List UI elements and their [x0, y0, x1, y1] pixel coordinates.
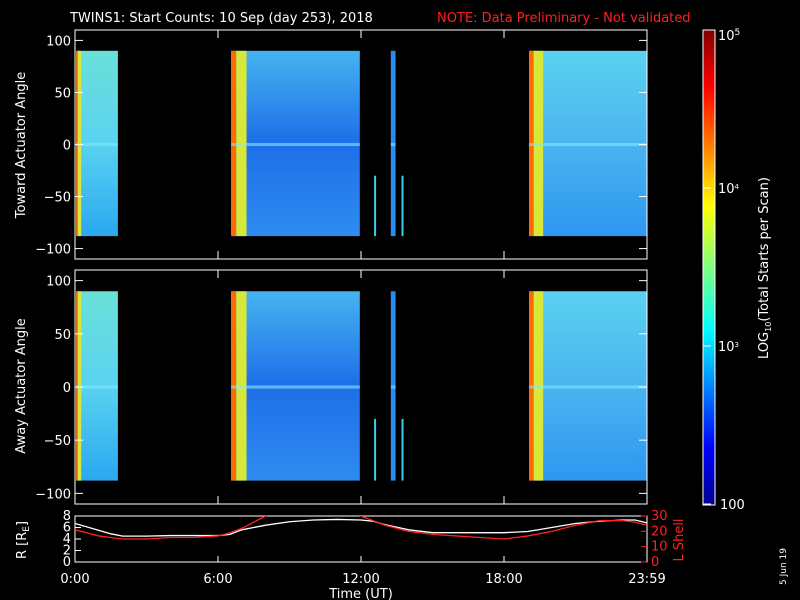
bottom-panel-frame: [74, 515, 648, 563]
colorbar-label-pre: LOG: [757, 332, 772, 359]
r-tick-label: 0: [63, 555, 71, 570]
heatmap-zero-band: [76, 385, 118, 389]
x-tick-label: 12:00: [342, 572, 379, 587]
heatmap-zero-band: [76, 142, 118, 147]
colorbar-label-sub: 10: [764, 322, 773, 332]
bottom-x-ticks: 0:00 6:00 12:00 18:00 23:59: [60, 556, 666, 587]
y-tick-label: −100: [35, 243, 71, 258]
colorbar-label-post: (Total Starts per Scan): [757, 177, 772, 322]
x-tick-label: 18:00: [485, 572, 522, 587]
r-tick-label: 2: [63, 544, 71, 559]
heatmap-zero-band: [390, 142, 396, 147]
colorbar-label: LOG10(Total Starts per Scan): [757, 177, 773, 359]
y-tick-label: −50: [44, 191, 71, 206]
colorbar-ticks: [703, 29, 711, 505]
middle-y-axis-label: Away Actuator Angle: [14, 318, 29, 453]
top-y-axis-label: Toward Actuator Angle: [14, 72, 29, 219]
top-panel: 100 50 0 −50 −100 Toward Actuator Angle: [14, 29, 648, 260]
heatmap-zero-band: [529, 385, 647, 389]
heatmap-spike: [374, 175, 377, 237]
colorbar-upper-exp: 4: [735, 183, 740, 191]
heatmap-zero-band: [231, 142, 360, 147]
r-tick-label: 6: [63, 521, 71, 536]
lshell-line: [75, 516, 647, 540]
r-axis-label-end: ]: [15, 521, 30, 526]
colorbar-lower-base: 10: [718, 340, 735, 355]
lshell-tick-label: 0: [651, 555, 659, 570]
r-axis-label: R [RE]: [15, 521, 32, 559]
y-tick-label: 50: [54, 86, 71, 101]
date-stamp: 5 Jun 19: [779, 548, 789, 585]
colorbar-top-base: 10: [718, 29, 735, 44]
x-tick-label: 6:00: [203, 572, 232, 587]
preliminary-note: NOTE: Data Preliminary - Not validated: [437, 11, 691, 26]
r-distance-line: [75, 518, 647, 537]
lshell-tick-label: 10: [651, 540, 668, 555]
middle-y-ticks: 100 50 0 −50 −100: [35, 275, 647, 502]
r-tick-label: 4: [63, 532, 71, 547]
heatmap-zero-band: [529, 142, 647, 147]
r-axis-label-sub: E: [22, 526, 32, 532]
lshell-tick-label: 30: [651, 509, 668, 524]
colorbar: 105 104 103 100 LOG10(Total Starts per S…: [702, 28, 773, 513]
lshell-tick-label: 20: [651, 524, 668, 539]
r-tick-label: 8: [63, 509, 71, 524]
y-tick-label: 100: [46, 34, 71, 49]
top-x-ticks: [74, 30, 648, 259]
colorbar-lower-exp: 3: [735, 341, 739, 349]
colorbar-gradient: [702, 29, 716, 506]
heatmap-spike: [401, 175, 404, 237]
heatmap-zero-band: [231, 385, 360, 389]
top-y-ticks: 100 50 0 −50 −100: [35, 34, 647, 258]
middle-x-ticks: [74, 270, 648, 504]
top-heatmap-blocks: [76, 50, 647, 237]
colorbar-top-exp: 5: [735, 28, 741, 38]
heatmap-spike: [374, 418, 377, 481]
x-tick-label: 0:00: [60, 572, 89, 587]
y-tick-label: 100: [46, 275, 71, 290]
colorbar-tick-label-lower: 103: [718, 340, 739, 355]
colorbar-tick-label-upper: 104: [718, 182, 740, 197]
y-tick-label: −100: [35, 487, 71, 502]
bottom-series-lines: [75, 516, 647, 540]
y-tick-label: −50: [44, 434, 71, 449]
r-axis-label-main: R [R: [15, 532, 30, 559]
y-tick-label: 0: [63, 381, 71, 396]
x-tick-label: 23:59: [628, 572, 665, 587]
heatmap-zero-band: [390, 385, 396, 389]
colorbar-tick-label-bottom: 100: [720, 498, 745, 513]
colorbar-tick-label-top: 105: [718, 28, 740, 44]
chart-title: TWINS1: Start Counts: 10 Sep (day 253), …: [69, 11, 373, 26]
x-axis-label: Time (UT): [328, 587, 393, 600]
y-tick-label: 0: [63, 139, 71, 154]
lshell-axis-label: L Shell: [672, 518, 687, 561]
heatmap-spike: [401, 418, 404, 481]
middle-heatmap-blocks: [76, 291, 647, 481]
middle-panel: 100 50 0 −50 −100 Away Actuator Angle: [14, 269, 648, 505]
y-tick-label: 50: [54, 328, 71, 343]
colorbar-upper-base: 10: [718, 182, 735, 197]
